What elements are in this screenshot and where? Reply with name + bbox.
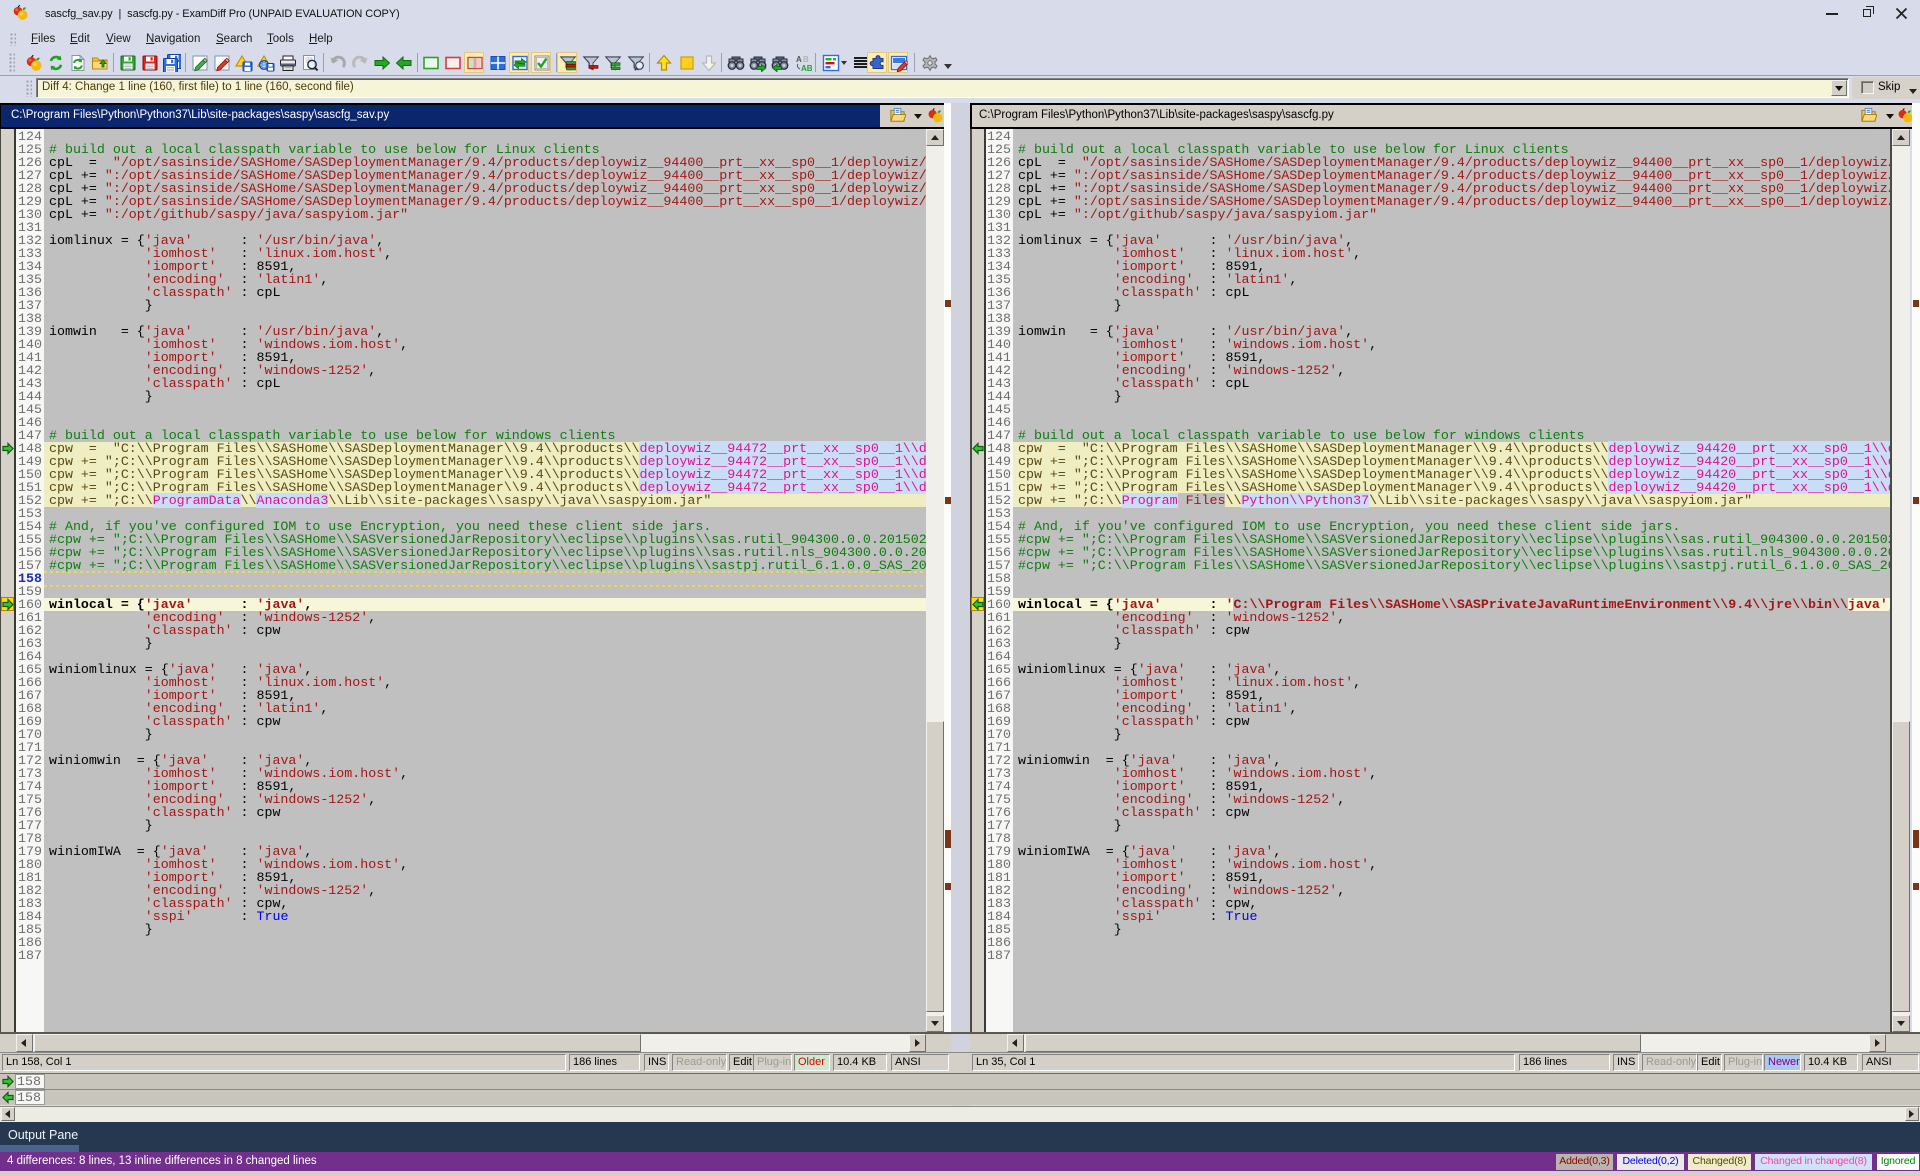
svg-text:AB: AB [801,64,812,72]
svg-text:B: B [803,55,809,64]
svg-text:A: A [796,55,802,64]
